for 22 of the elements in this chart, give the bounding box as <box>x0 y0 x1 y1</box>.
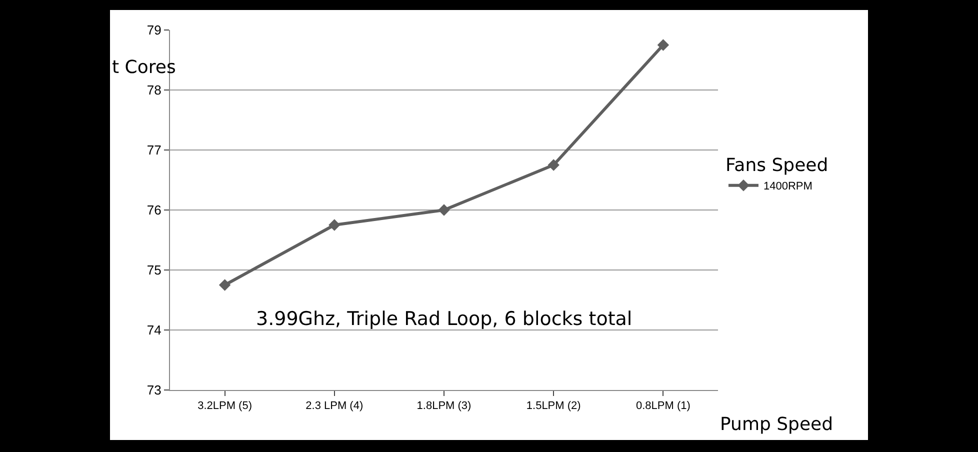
annotation: 3.99Ghz, Triple Rad Loop, 6 blocks total <box>256 308 632 330</box>
y-tick-label: 75 <box>146 262 162 278</box>
y-tick-label: 77 <box>146 142 162 158</box>
legend-label: 1400RPM <box>763 180 812 193</box>
point <box>218 279 231 291</box>
y-axis-title: t Cores <box>112 57 176 78</box>
x-axis-title: Pump Speed <box>720 414 834 435</box>
y-tick-label: 74 <box>146 322 162 338</box>
x-tick-label: 1.5LPM (2) <box>526 400 581 412</box>
point <box>657 39 670 51</box>
x-tick-label: 3.2LPM (5) <box>198 400 252 412</box>
legend-title: Fans Speed <box>725 154 828 176</box>
x-tick-label: 0.8LPM (1) <box>636 400 690 412</box>
y-tick-label: 78 <box>146 82 162 98</box>
point <box>548 159 560 171</box>
point <box>438 204 450 216</box>
x-tick-label: 1.8LPM (3) <box>416 400 472 412</box>
point <box>328 219 340 231</box>
y-tick-label: 76 <box>146 202 162 218</box>
x-tick-label: 2.3 LPM (4) <box>306 400 364 412</box>
y-tick-label: 79 <box>146 22 162 38</box>
y-tick-label: 73 <box>146 382 162 398</box>
